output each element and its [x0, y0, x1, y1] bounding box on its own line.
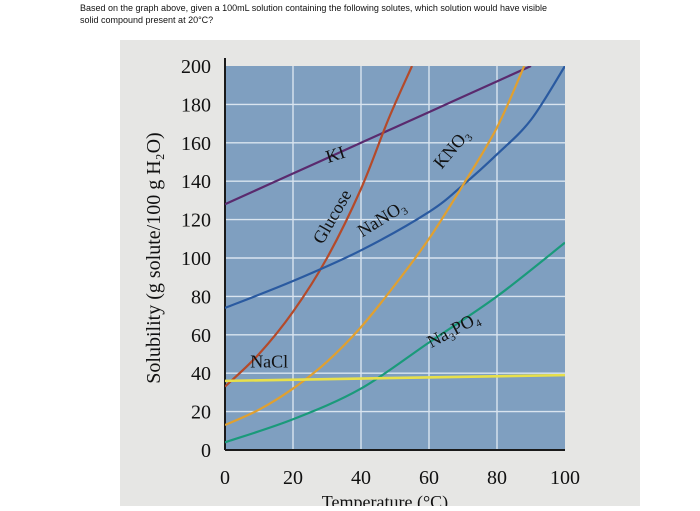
y-axis-label: Solubility (g solute/100 g H₂O): [143, 132, 165, 383]
x-tick-label: 60: [419, 467, 439, 489]
y-tick-label: 200: [181, 56, 211, 78]
x-tick-label: 100: [550, 467, 580, 489]
x-tick-label: 40: [351, 467, 371, 489]
y-tick-label: 0: [201, 440, 211, 462]
x-tick-label: 0: [220, 467, 230, 489]
question-line-2: solid compound present at 20°C?: [80, 14, 214, 25]
y-tick-label: 140: [181, 171, 211, 193]
x-tick-label: 20: [283, 467, 303, 489]
curve-label-nacl: NaCl: [250, 351, 288, 371]
x-axis-label: Temperature (°C): [322, 492, 448, 506]
y-tick-label: 20: [191, 402, 211, 424]
y-tick-label: 80: [191, 286, 211, 308]
y-tick-label: 160: [181, 133, 211, 155]
question-text: Based on the graph above, given a 100mL …: [80, 3, 680, 26]
y-tick-label: 100: [181, 248, 211, 270]
x-tick-label: 80: [487, 467, 507, 489]
series-line-glucose: [225, 66, 414, 388]
series-line-ki: [225, 66, 532, 206]
series-line-nano: [225, 66, 565, 309]
y-tick-label: 40: [191, 363, 211, 385]
series-line-napo: [225, 241, 565, 444]
y-tick-label: 60: [191, 325, 211, 347]
y-tick-label: 180: [181, 94, 211, 116]
series-line-nacl: [225, 373, 565, 383]
question-line-1: Based on the graph above, given a 100mL …: [80, 3, 547, 13]
y-tick-label: 120: [181, 210, 211, 232]
series-line-kno: [225, 66, 526, 427]
